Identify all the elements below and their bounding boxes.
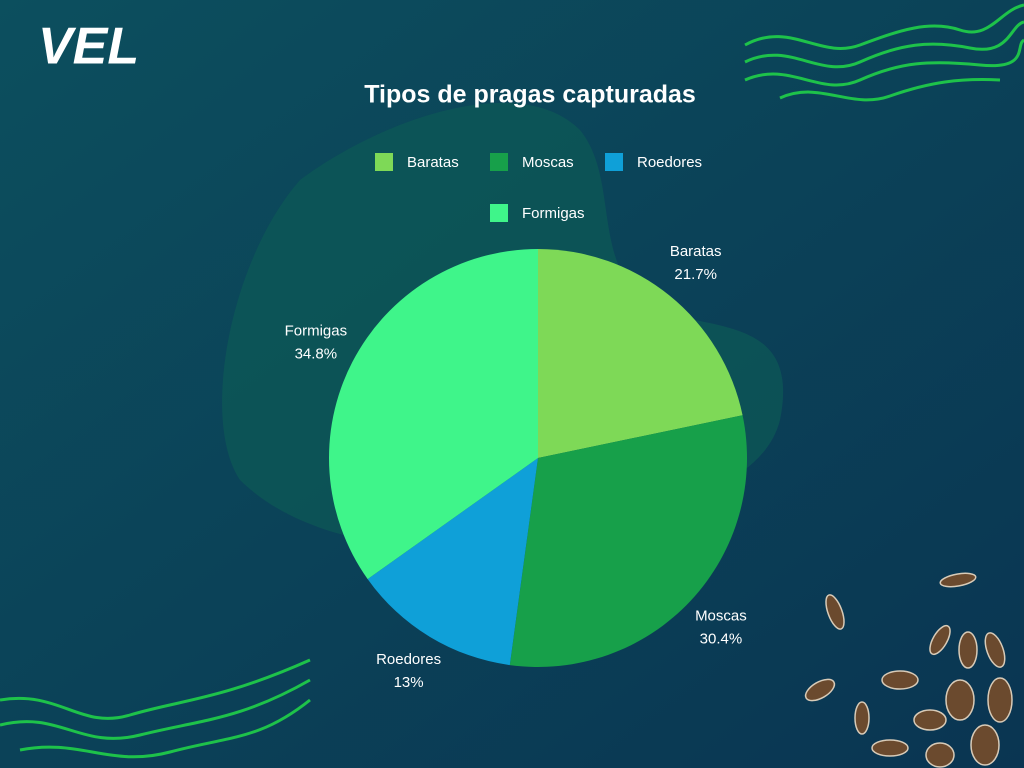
legend-swatch bbox=[605, 153, 623, 171]
legend-swatch bbox=[490, 153, 508, 171]
pie-slice bbox=[538, 249, 743, 458]
data-label-name: Roedores bbox=[376, 651, 441, 668]
legend-swatch bbox=[490, 204, 508, 222]
pie-slice bbox=[367, 458, 538, 666]
logo: VEL bbox=[38, 18, 139, 76]
wave-decoration bbox=[0, 3, 1024, 759]
legend-label: Formigas bbox=[522, 205, 585, 222]
legend-label: Roedores bbox=[637, 154, 702, 171]
pie-slice bbox=[509, 415, 747, 668]
legend-label: Moscas bbox=[522, 154, 574, 171]
legend-swatch bbox=[375, 153, 393, 171]
data-label-value: 30.4% bbox=[700, 630, 743, 647]
pie-slice bbox=[329, 249, 538, 580]
data-label-name: Baratas bbox=[670, 243, 722, 260]
insects-decoration bbox=[804, 572, 1013, 768]
legend-label: Baratas bbox=[407, 154, 459, 171]
data-label-value: 13% bbox=[394, 674, 424, 691]
data-label-name: Formigas bbox=[285, 322, 348, 339]
data-label-value: 21.7% bbox=[674, 266, 717, 283]
chart-title: Tipos de pragas capturadas bbox=[364, 81, 696, 109]
data-label-name: Moscas bbox=[695, 607, 747, 624]
data-label-value: 34.8% bbox=[295, 345, 338, 362]
